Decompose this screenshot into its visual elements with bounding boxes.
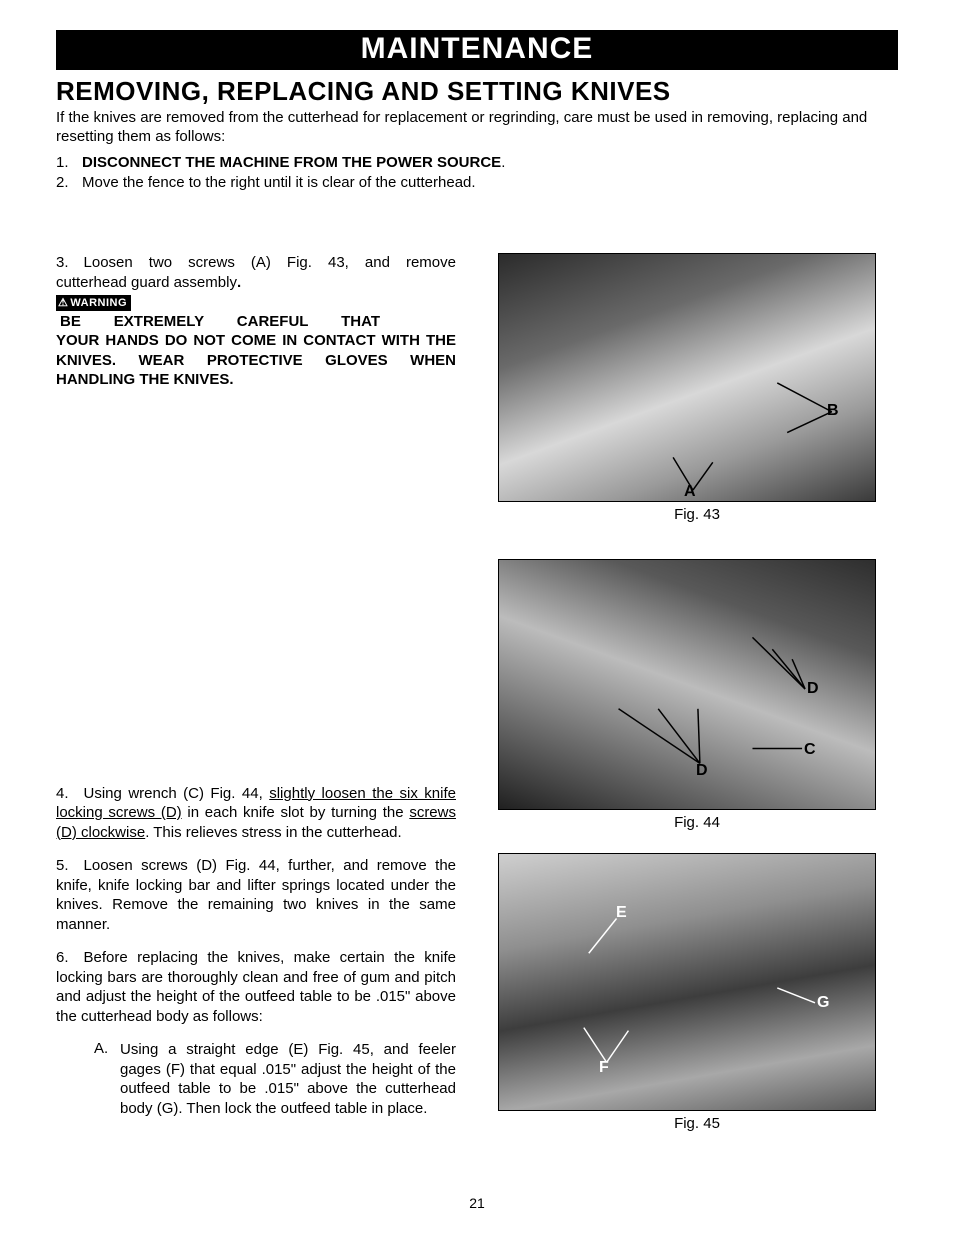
substep-a: A. Using a straight edge (E) Fig. 45, an…	[94, 1040, 456, 1118]
step-3-line2: cutterhead guard assembly.	[56, 273, 456, 293]
warning-rest: YOUR HANDS DO NOT COME IN CONTACT WITH T…	[56, 331, 456, 390]
figure-45-caption: Fig. 45	[496, 1115, 898, 1132]
page-number: 21	[0, 1195, 954, 1211]
right-column: B A Fig. 43 D D C Fig. 44	[496, 253, 898, 1132]
substep-letter: A.	[94, 1040, 120, 1118]
figure-45-overlay	[499, 854, 875, 1110]
two-column-body: 3. Loosen two screws (A) Fig. 43, and re…	[56, 253, 898, 1132]
figure-43: B A	[498, 253, 876, 502]
step-2: 2. Move the fence to the right until it …	[56, 173, 898, 193]
banner-title: MAINTENANCE	[56, 30, 898, 70]
step-4: 4. Using wrench (C) Fig. 44, slightly lo…	[56, 784, 456, 843]
warning-first-line: BE EXTREMELY CAREFUL THAT	[60, 312, 380, 332]
figure-45: E F G	[498, 853, 876, 1111]
step-3-line1: 3. Loosen two screws (A) Fig. 43, and re…	[56, 253, 456, 273]
page: MAINTENANCE REMOVING, REPLACING AND SETT…	[0, 0, 954, 1235]
left-column: 3. Loosen two screws (A) Fig. 43, and re…	[56, 253, 456, 1132]
step-number: 1.	[56, 153, 82, 173]
substep-text: Using a straight edge (E) Fig. 45, and f…	[120, 1040, 456, 1118]
figure-44: D D C	[498, 559, 876, 810]
label-a: A	[684, 483, 696, 501]
label-f: F	[599, 1059, 609, 1077]
label-e: E	[616, 904, 627, 922]
figure-43-caption: Fig. 43	[496, 506, 898, 523]
step-5: 5. Loosen screws (D) Fig. 44, further, a…	[56, 856, 456, 934]
lower-text-block: 4. Using wrench (C) Fig. 44, slightly lo…	[56, 784, 456, 1119]
figure-43-overlay	[499, 254, 875, 501]
intro-text: If the knives are removed from the cutte…	[56, 109, 898, 147]
top-steps: 1. DISCONNECT THE MACHINE FROM THE POWER…	[56, 153, 898, 194]
warning-icon: ⚠WARNING	[56, 295, 131, 311]
warning-paragraph: ⚠WARNING BE EXTREMELY CAREFUL THAT	[56, 292, 456, 331]
label-b: B	[827, 402, 839, 420]
figure-44-caption: Fig. 44	[496, 814, 898, 831]
label-g: G	[817, 994, 829, 1012]
label-c: C	[804, 741, 816, 759]
figure-44-overlay	[499, 560, 875, 809]
step-number: 2.	[56, 173, 82, 193]
step-1: 1. DISCONNECT THE MACHINE FROM THE POWER…	[56, 153, 898, 173]
step-6: 6. Before replacing the knives, make cer…	[56, 948, 456, 1026]
label-d-lower: D	[696, 762, 708, 780]
label-d-upper: D	[807, 680, 819, 698]
step-text: Move the fence to the right until it is …	[82, 173, 476, 193]
step-text: DISCONNECT THE MACHINE FROM THE POWER SO…	[82, 153, 505, 173]
section-title: REMOVING, REPLACING AND SETTING KNIVES	[56, 76, 898, 107]
triangle-icon: ⚠	[58, 296, 68, 310]
